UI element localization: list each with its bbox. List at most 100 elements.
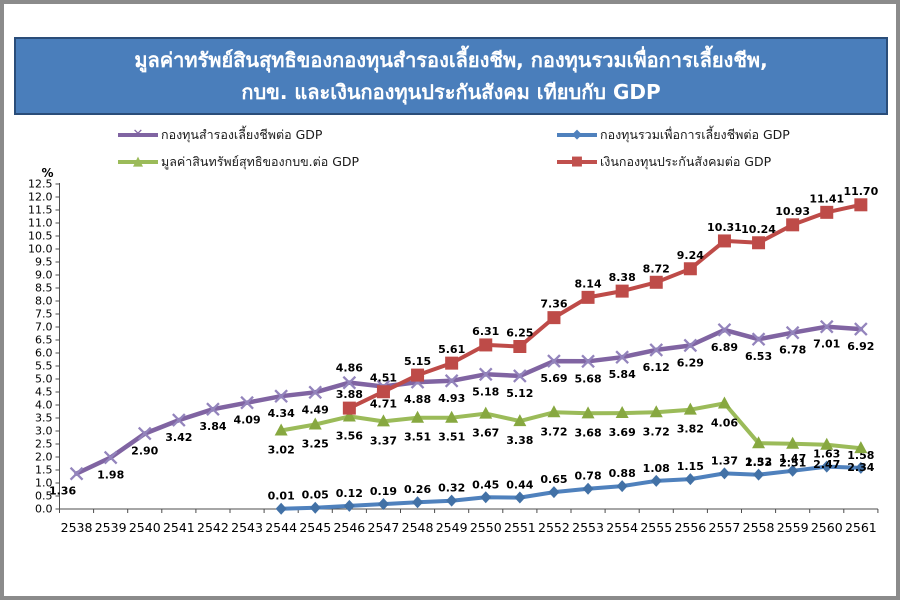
svg-text:8.0: 8.0 [35, 295, 53, 308]
chart-title: มูลค่าทรัพย์สินสุทธิของกองทุนสำรองเลี้ยง… [14, 37, 888, 115]
data-label: 4.71 [370, 398, 397, 411]
axes: 0.00.51.01.52.02.53.03.54.04.55.05.56.06… [28, 166, 879, 535]
x-axis-label: 2538 [61, 520, 93, 535]
data-label: 3.82 [677, 423, 704, 436]
svg-text:1.5: 1.5 [35, 464, 53, 477]
data-label: 2.90 [131, 445, 158, 458]
data-label: 1.58 [847, 449, 874, 462]
data-label: 10.31 [707, 221, 742, 234]
data-label: 4.86 [336, 362, 363, 375]
svg-text:6.5: 6.5 [35, 334, 53, 347]
x-axis-label: 2544 [265, 520, 297, 535]
data-label: 8.14 [574, 277, 601, 290]
x-axis-label: 2547 [368, 520, 400, 535]
data-label: 4.93 [438, 392, 465, 405]
series-sso [342, 198, 868, 415]
data-label: 1.47 [779, 452, 806, 465]
data-label: 10.93 [775, 205, 810, 218]
data-label: 1.37 [711, 454, 738, 467]
x-axis-label: 2545 [299, 520, 331, 535]
data-label: 9.24 [677, 249, 704, 262]
chart-title-line1: มูลค่าทรัพย์สินสุทธิของกองทุนสำรองเลี้ยง… [134, 48, 768, 72]
x-axis-label: 2555 [640, 520, 672, 535]
data-label: 6.78 [779, 344, 806, 357]
data-label: 3.69 [609, 426, 636, 439]
svg-text:5.0: 5.0 [35, 373, 53, 386]
svg-text:2.0: 2.0 [35, 451, 53, 464]
svg-text:11.0: 11.0 [28, 217, 53, 230]
data-label: 4.06 [711, 416, 738, 429]
data-label: 2.51 [779, 457, 806, 470]
x-axis-label: 2554 [606, 520, 638, 535]
x-axis-label: 2550 [470, 520, 502, 535]
svg-text:1.0: 1.0 [35, 477, 53, 490]
data-label: 3.42 [165, 431, 192, 444]
data-label: 11.41 [809, 192, 844, 205]
data-label: 0.01 [268, 490, 295, 503]
data-label: 4.34 [268, 407, 295, 420]
data-label: 0.26 [404, 483, 431, 496]
data-label: 0.88 [609, 467, 636, 480]
data-label: 3.88 [336, 388, 363, 401]
x-axis-label: 2559 [777, 520, 809, 535]
data-label: 0.78 [574, 470, 601, 483]
series-rmf [275, 460, 867, 515]
series-sso-labels: 3.88 4.51 5.15 5.61 6.31 6.25 7.36 8.14 8.38 8.72… [336, 185, 879, 401]
data-label: 2.34 [847, 461, 874, 474]
svg-text:4.5: 4.5 [35, 386, 53, 399]
data-label: 8.72 [643, 262, 670, 275]
x-axis-label: 2548 [402, 520, 434, 535]
data-label: 8.38 [609, 271, 636, 284]
svg-text:6.0: 6.0 [35, 347, 53, 360]
data-label: 0.05 [302, 489, 329, 502]
svg-text:0.0: 0.0 [35, 503, 53, 516]
series-provident-fund-labels: 1.36 1.98 2.90 3.42 3.84 4.09 4.34 4.49 4.86 4.71… [49, 338, 874, 498]
x-axis-label: 2541 [163, 520, 195, 535]
data-label: 3.02 [268, 443, 295, 456]
data-label: 4.49 [302, 403, 329, 416]
data-label: 3.56 [336, 429, 363, 442]
data-label: 7.01 [813, 338, 840, 351]
data-label: 5.15 [404, 355, 431, 368]
x-axis-label: 2552 [538, 520, 570, 535]
x-axis-label: 2553 [572, 520, 604, 535]
svg-text:7.5: 7.5 [35, 308, 53, 321]
data-label: 5.61 [438, 343, 465, 356]
svg-text:2.5: 2.5 [35, 438, 53, 451]
data-label: 0.12 [336, 487, 363, 500]
series-provident-fund [69, 319, 868, 481]
svg-text:0.5: 0.5 [35, 490, 53, 503]
data-label: 1.32 [745, 456, 772, 469]
x-axis-label: 2546 [333, 520, 365, 535]
series-rmf-labels: 0.01 0.05 0.12 0.19 0.26 0.32 0.45 0.44 0.65 0.78… [268, 448, 875, 503]
data-label: 6.53 [745, 350, 772, 363]
svg-text:3.5: 3.5 [35, 412, 53, 425]
x-axis-label: 2542 [197, 520, 229, 535]
data-label: 1.08 [643, 462, 670, 475]
data-label: 1.15 [677, 460, 704, 473]
data-label: 1.98 [97, 469, 124, 482]
x-axis-label: 2558 [743, 520, 775, 535]
data-label: 5.69 [540, 372, 567, 385]
svg-text:8.5: 8.5 [35, 282, 53, 295]
data-label: 3.72 [540, 425, 567, 438]
chart-title-line2: กบข. และเงินกองทุนประกันสังคม เทียบกับ G… [241, 80, 661, 104]
data-label: 3.51 [404, 431, 431, 444]
data-label: 6.12 [643, 361, 670, 374]
data-label: 3.67 [472, 427, 499, 440]
data-label: 6.92 [847, 340, 874, 353]
data-label: 6.25 [506, 327, 533, 340]
svg-text:11.5: 11.5 [28, 204, 53, 217]
data-label: 3.84 [199, 420, 226, 433]
svg-text:3.0: 3.0 [35, 425, 53, 438]
data-label: 6.89 [711, 341, 738, 354]
series-gpf [274, 396, 868, 454]
data-label: 3.25 [302, 438, 329, 451]
data-label: 1.63 [813, 448, 840, 461]
data-label: 3.51 [438, 431, 465, 444]
data-label: 4.09 [233, 414, 260, 427]
series-gpf-labels: 3.02 3.25 3.56 3.37 3.51 3.51 3.67 3.38 3.72 3.68… [268, 416, 875, 474]
data-label: 0.32 [438, 482, 465, 495]
data-label: 4.88 [404, 393, 431, 406]
svg-text:4.0: 4.0 [35, 399, 53, 412]
